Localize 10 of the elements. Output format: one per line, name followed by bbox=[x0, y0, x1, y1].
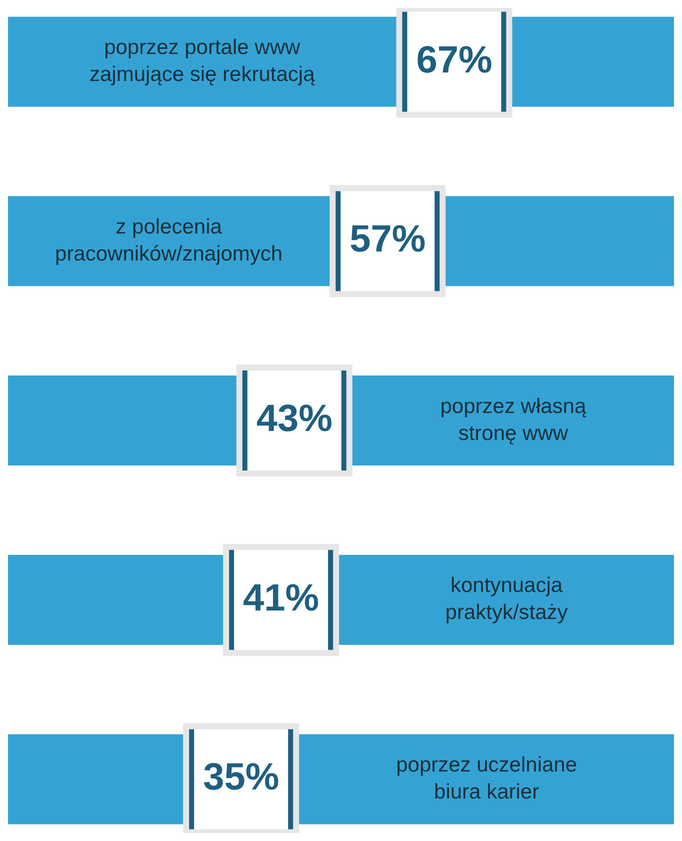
data-label: 57% bbox=[350, 218, 426, 261]
data-label: 35% bbox=[203, 756, 280, 799]
category-label: poprzez własną stronę www bbox=[440, 394, 586, 445]
category-label: poprzez uczelniane biura karier bbox=[396, 753, 578, 804]
category-label: kontynuacja praktyk/staży bbox=[445, 574, 568, 624]
category-label: poprzez portale www zajmujące się rekrutacją bbox=[89, 36, 316, 86]
category-label: z polecenia pracowników/znajomych bbox=[55, 215, 283, 266]
data-label: 43% bbox=[256, 398, 332, 440]
data-label: 67% bbox=[416, 39, 492, 82]
data-label: 41% bbox=[243, 577, 320, 620]
